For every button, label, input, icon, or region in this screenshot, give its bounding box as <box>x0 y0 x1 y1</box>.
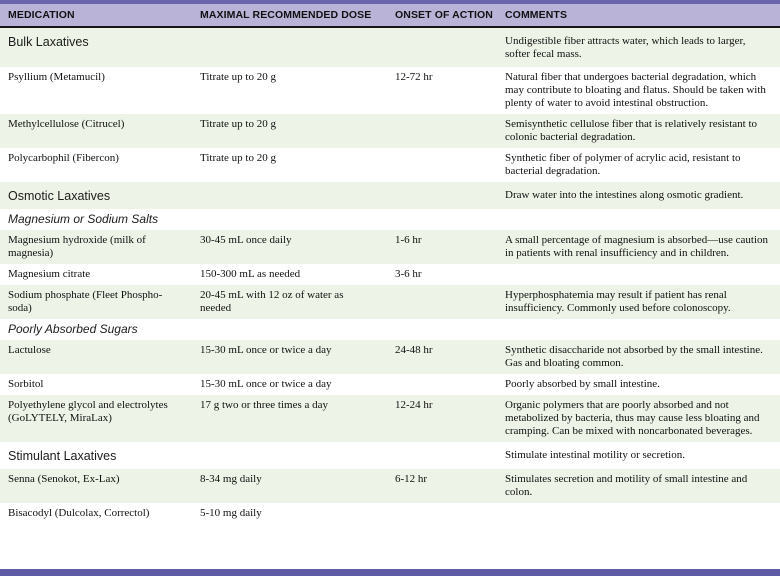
table-row: Polycarbophil (Fibercon) Titrate up to 20… <box>0 148 780 182</box>
cell-comments: Hyperphosphatemia may result if patient … <box>497 285 780 319</box>
cell-dose: 8-34 mg daily <box>192 469 387 503</box>
cell-medication: Senna (Senokot, Ex-Lax) <box>0 469 192 503</box>
cell-comments: Stimulate intestinal motility or secreti… <box>497 442 780 469</box>
cell-onset: 12-72 hr <box>387 67 497 114</box>
cell-dose: 5-10 mg daily <box>192 503 387 524</box>
cell-comments <box>497 209 780 230</box>
cell-medication: Magnesium hydroxide (milk of magnesia) <box>0 230 192 264</box>
cell-onset <box>387 114 497 148</box>
cell-comments: Synthetic fiber of polymer of acrylic ac… <box>497 148 780 182</box>
cell-medication: Sodium phosphate (Fleet Phospho-soda) <box>0 285 192 319</box>
cell-comments <box>497 503 780 524</box>
cell-dose <box>192 319 387 340</box>
cell-comments: Poorly absorbed by small intestine. <box>497 374 780 395</box>
cell-dose <box>192 442 387 469</box>
cell-comments: Stimulates secretion and motility of sma… <box>497 469 780 503</box>
cell-dose: Titrate up to 20 g <box>192 114 387 148</box>
cell-medication: Polyethylene glycol and electrolytes (Go… <box>0 395 192 442</box>
cell-comments: Synthetic disaccharide not absorbed by t… <box>497 340 780 374</box>
cell-onset: 24-48 hr <box>387 340 497 374</box>
cell-dose: Titrate up to 20 g <box>192 148 387 182</box>
section-row: Osmotic Laxatives Draw water into the int… <box>0 182 780 209</box>
cell-dose <box>192 182 387 209</box>
table-body: Bulk Laxatives Undigestible fiber attract… <box>0 27 780 524</box>
cell-onset <box>387 319 497 340</box>
cell-comments: Natural fiber that undergoes bacterial d… <box>497 67 780 114</box>
laxatives-table: MEDICATION MAXIMAL RECOMMENDED DOSE ONSET … <box>0 0 780 524</box>
cell-medication: Stimulant Laxatives <box>0 442 192 469</box>
cell-dose: 15-30 mL once or twice a day <box>192 374 387 395</box>
cell-dose <box>192 209 387 230</box>
cell-onset <box>387 27 497 67</box>
subsection-row: Poorly Absorbed Sugars <box>0 319 780 340</box>
cell-comments <box>497 264 780 285</box>
table-row: Magnesium hydroxide (milk of magnesia) 30… <box>0 230 780 264</box>
column-header-onset: ONSET OF ACTION <box>387 0 497 28</box>
table-header: MEDICATION MAXIMAL RECOMMENDED DOSE ONSET … <box>0 0 780 28</box>
table-row: Polyethylene glycol and electrolytes (Go… <box>0 395 780 442</box>
cell-onset <box>387 148 497 182</box>
table-row: Magnesium citrate 150-300 mL as needed 3-6… <box>0 264 780 285</box>
subsection-row: Magnesium or Sodium Salts <box>0 209 780 230</box>
cell-onset <box>387 374 497 395</box>
cell-onset <box>387 182 497 209</box>
cell-medication: Psyllium (Metamucil) <box>0 67 192 114</box>
cell-medication: Bisacodyl (Dulcolax, Correctol) <box>0 503 192 524</box>
cell-medication: Poorly Absorbed Sugars <box>0 319 192 340</box>
cell-comments: Undigestible fiber attracts water, which… <box>497 27 780 67</box>
cell-dose <box>192 27 387 67</box>
table-row: Lactulose 15-30 mL once or twice a day 24-… <box>0 340 780 374</box>
cell-onset: 12-24 hr <box>387 395 497 442</box>
cell-medication: Magnesium citrate <box>0 264 192 285</box>
cell-dose: Titrate up to 20 g <box>192 67 387 114</box>
column-header-medication: MEDICATION <box>0 0 192 28</box>
cell-onset <box>387 209 497 230</box>
section-row: Stimulant Laxatives Stimulate intestinal … <box>0 442 780 469</box>
cell-comments: Semisynthetic cellulose fiber that is re… <box>497 114 780 148</box>
bottom-rule-bar <box>0 569 780 576</box>
cell-medication: Lactulose <box>0 340 192 374</box>
cell-onset <box>387 442 497 469</box>
cell-medication: Methylcellulose (Citrucel) <box>0 114 192 148</box>
cell-onset: 6-12 hr <box>387 469 497 503</box>
section-row: Bulk Laxatives Undigestible fiber attract… <box>0 27 780 67</box>
cell-onset: 3-6 hr <box>387 264 497 285</box>
table-row: Psyllium (Metamucil) Titrate up to 20 g 12… <box>0 67 780 114</box>
table-row: Bisacodyl (Dulcolax, Correctol) 5-10 mg d… <box>0 503 780 524</box>
cell-medication: Magnesium or Sodium Salts <box>0 209 192 230</box>
cell-comments: A small percentage of magnesium is absor… <box>497 230 780 264</box>
table-header-row: MEDICATION MAXIMAL RECOMMENDED DOSE ONSET … <box>0 0 780 28</box>
cell-medication: Sorbitol <box>0 374 192 395</box>
cell-medication: Bulk Laxatives <box>0 27 192 67</box>
cell-dose: 17 g two or three times a day <box>192 395 387 442</box>
cell-dose: 20-45 mL with 12 oz of water as needed <box>192 285 387 319</box>
cell-dose: 15-30 mL once or twice a day <box>192 340 387 374</box>
cell-comments: Organic polymers that are poorly absorbe… <box>497 395 780 442</box>
cell-medication: Osmotic Laxatives <box>0 182 192 209</box>
cell-onset <box>387 503 497 524</box>
cell-onset: 1-6 hr <box>387 230 497 264</box>
table-row: Senna (Senokot, Ex-Lax) 8-34 mg daily 6-12… <box>0 469 780 503</box>
column-header-comments: COMMENTS <box>497 0 780 28</box>
cell-comments: Draw water into the intestines along osm… <box>497 182 780 209</box>
cell-comments <box>497 319 780 340</box>
cell-medication: Polycarbophil (Fibercon) <box>0 148 192 182</box>
table-row: Methylcellulose (Citrucel) Titrate up to … <box>0 114 780 148</box>
cell-onset <box>387 285 497 319</box>
table-row: Sodium phosphate (Fleet Phospho-soda) 20-… <box>0 285 780 319</box>
cell-dose: 30-45 mL once daily <box>192 230 387 264</box>
column-header-dose: MAXIMAL RECOMMENDED DOSE <box>192 0 387 28</box>
table-row: Sorbitol 15-30 mL once or twice a day Poor… <box>0 374 780 395</box>
cell-dose: 150-300 mL as needed <box>192 264 387 285</box>
